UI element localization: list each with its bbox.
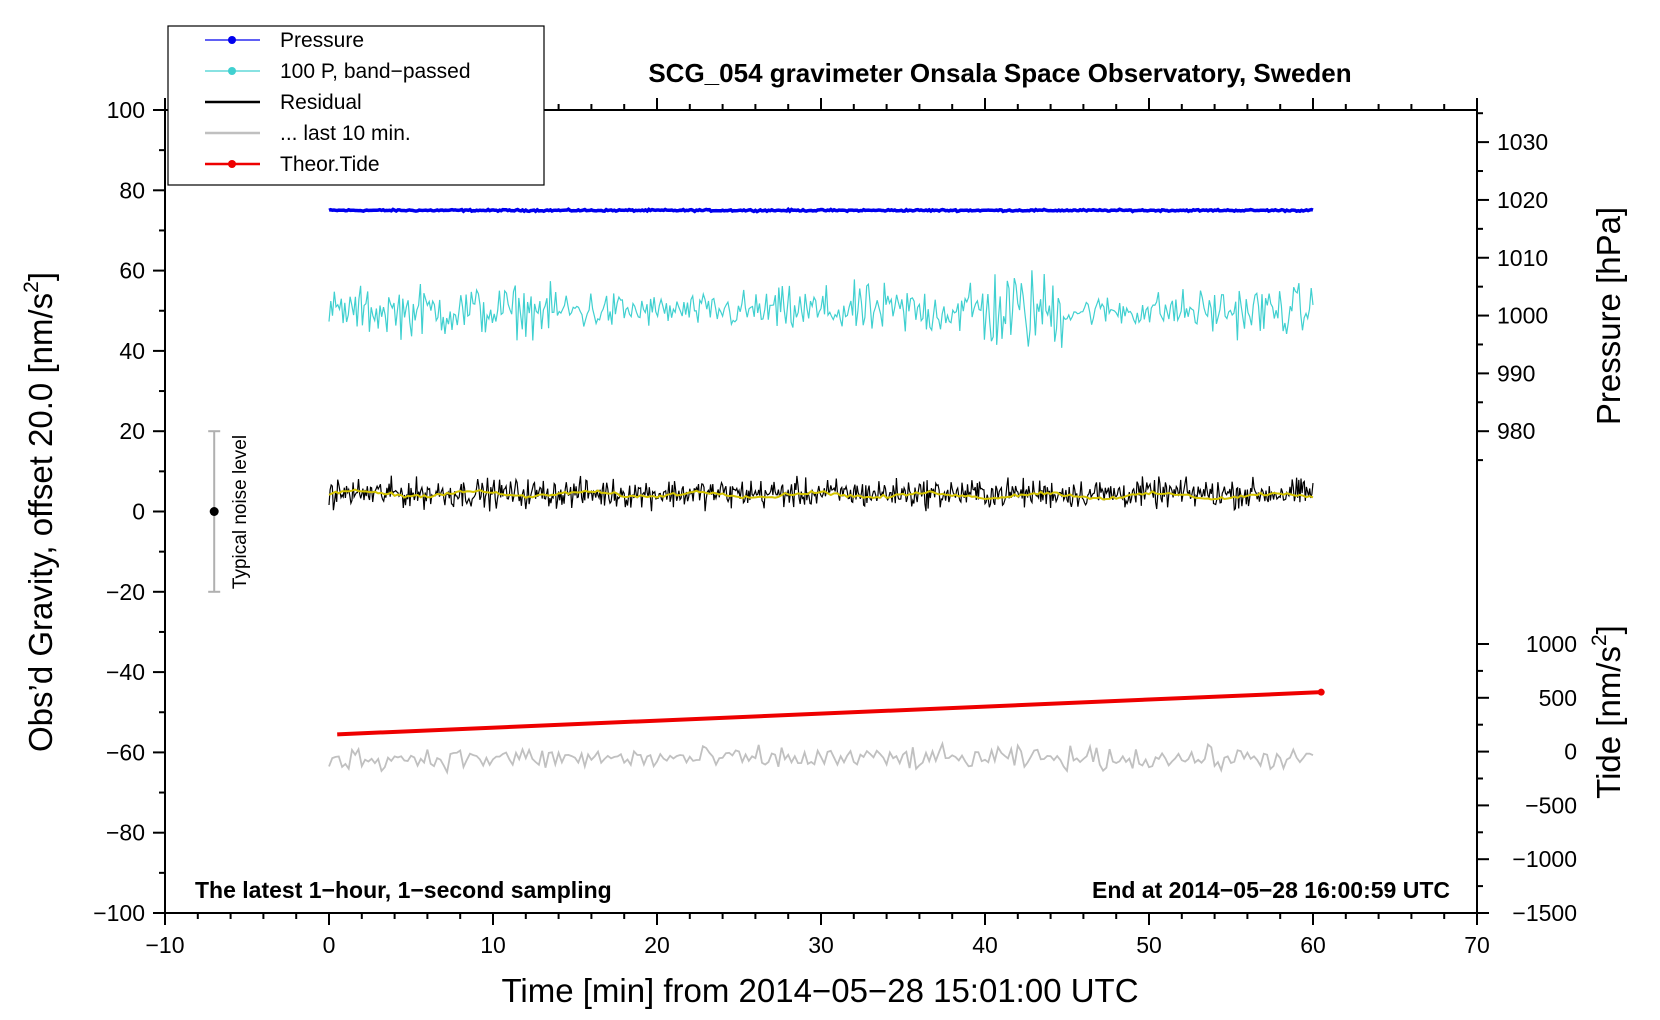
x-axis-ticks: −10 0 10 20 30 40 50 60 70 [145, 98, 1490, 958]
pressure-tick-label: 990 [1497, 360, 1535, 386]
x-axis-title: Time [min] from 2014−05−28 15:01:00 UTC [501, 972, 1138, 1009]
pressure-tick-label: 1030 [1497, 129, 1548, 155]
y-axis-title-main: Obs’d Gravity, offset 20.0 [nm/s [22, 293, 59, 752]
y-axis-title: Obs’d Gravity, offset 20.0 [nm/s2] [20, 272, 59, 752]
annotation-sampling: The latest 1−hour, 1−second sampling [195, 877, 612, 903]
x-tick-label: 0 [323, 932, 336, 958]
tide-axis-title-sup: 2 [1588, 634, 1611, 646]
x-tick-label: 40 [972, 932, 998, 958]
tide-tick-label: 0 [1564, 739, 1577, 765]
y-tick-label: −80 [106, 820, 145, 846]
noise-level-bar [208, 430, 221, 593]
legend-label: 100 P, band−passed [280, 60, 471, 83]
x-tick-label: 70 [1464, 932, 1490, 958]
pressure-tick-label: 1000 [1497, 303, 1548, 329]
plot-frame [164, 109, 1478, 914]
y-tick-label: −60 [106, 739, 145, 765]
tide-tick-label: 500 [1539, 685, 1577, 711]
tide-tick-label: 1000 [1526, 631, 1577, 657]
pressure-tick-label: 1010 [1497, 245, 1548, 271]
x-tick-label: 50 [1136, 932, 1162, 958]
series-residual [328, 475, 1314, 512]
y-tick-label: −100 [93, 900, 145, 926]
pressure-tick-label: 1020 [1497, 187, 1548, 213]
x-tick-label: 20 [644, 932, 670, 958]
legend-marker [228, 67, 236, 75]
x-tick-label: −10 [145, 932, 184, 958]
series-layer [328, 206, 1325, 776]
y-tick-label: 100 [107, 97, 145, 123]
pressure-axis-title: Pressure [hPa] [1590, 207, 1627, 425]
legend: Pressure 100 P, band−passed Residual ... la… [167, 25, 545, 186]
y-tick-label: 20 [119, 418, 145, 444]
series-smoothed-residual [328, 488, 1314, 501]
series-theor-tide-end-marker [1317, 688, 1325, 696]
y-tick-label: 40 [119, 338, 145, 364]
tide-tick-label: −1000 [1512, 846, 1577, 872]
legend-marker [228, 160, 236, 168]
series-pressure [328, 206, 1314, 214]
pressure-tick-label: 980 [1497, 418, 1535, 444]
y-tick-label: 60 [119, 258, 145, 284]
y-tick-label: 0 [132, 499, 145, 525]
tide-tick-label: −1500 [1512, 900, 1577, 926]
tide-axis-title-close: ] [1590, 625, 1627, 634]
annotation-end-time: End at 2014−05−28 16:00:59 UTC [1092, 877, 1450, 903]
series-theor-tide [337, 690, 1322, 737]
y-axis-ticks: −100 −80 −60 −40 −20 0 20 40 60 80 100 [93, 97, 165, 926]
y-tick-label: −20 [106, 579, 145, 605]
legend-label: Residual [280, 91, 362, 114]
series-band-passed-pressure [328, 270, 1314, 348]
legend-marker [228, 36, 236, 44]
legend-label: Theor.Tide [280, 153, 380, 176]
tide-axis-title-main: Tide [nm/s [1590, 646, 1627, 799]
x-tick-label: 10 [480, 932, 506, 958]
tide-tick-label: −500 [1525, 792, 1577, 818]
y-axis-title-sup: 2 [20, 281, 43, 293]
legend-label: Pressure [280, 29, 364, 52]
legend-box [167, 25, 545, 186]
noise-bar-center-marker [209, 507, 219, 516]
y-axis-title-close: ] [22, 272, 59, 281]
series-last-10-min [328, 740, 1314, 776]
y-tick-label: −40 [106, 659, 145, 685]
chart-title: SCG_054 gravimeter Onsala Space Observat… [648, 58, 1351, 88]
x-tick-label: 60 [1300, 932, 1326, 958]
legend-label: ... last 10 min. [280, 122, 411, 145]
right-axis-ticks: 980 990 1000 1010 1020 1030 −1500 −1000 −500 0 500… [1477, 112, 1577, 926]
x-tick-label: 30 [808, 932, 834, 958]
noise-level-label: Typical noise level [230, 435, 251, 589]
tide-axis-title: Tide [nm/s2] [1588, 625, 1627, 799]
y-tick-label: 80 [119, 177, 145, 203]
